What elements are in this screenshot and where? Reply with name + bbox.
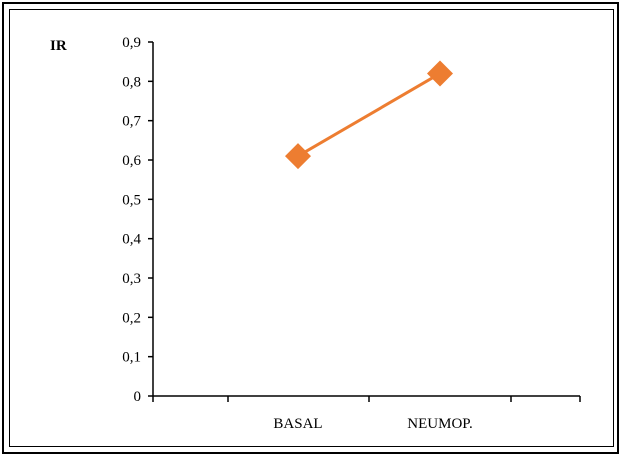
x-tick-label: NEUMOP. xyxy=(407,416,472,432)
x-tick-label: BASAL xyxy=(273,416,322,432)
y-tick-label: 0,9 xyxy=(122,35,141,51)
y-tick-label: 0,4 xyxy=(122,232,141,248)
y-tick-label: 0,6 xyxy=(122,153,141,169)
y-tick-label: 0,2 xyxy=(122,310,141,326)
y-tick-label: 0,7 xyxy=(122,114,141,130)
data-point-marker xyxy=(285,143,311,170)
x-ticks: BASAL NEUMOP. xyxy=(152,396,581,432)
data-point-marker xyxy=(427,60,453,87)
y-tick-label: 0,3 xyxy=(122,271,141,287)
chart-inner-border xyxy=(9,9,614,447)
series-group xyxy=(285,60,453,170)
y-tick-label: 0,1 xyxy=(122,350,141,366)
y-ticks: 0 0,1 0,2 0,3 0,4 0,5 0,6 0,7 0,8 0,9 xyxy=(122,35,153,405)
y-axis-label: IR xyxy=(50,38,67,54)
y-tick-label: 0 xyxy=(134,389,142,405)
series-line xyxy=(297,72,441,158)
y-tick-label: 0,5 xyxy=(122,192,141,208)
y-tick-label: 0,8 xyxy=(122,74,141,90)
